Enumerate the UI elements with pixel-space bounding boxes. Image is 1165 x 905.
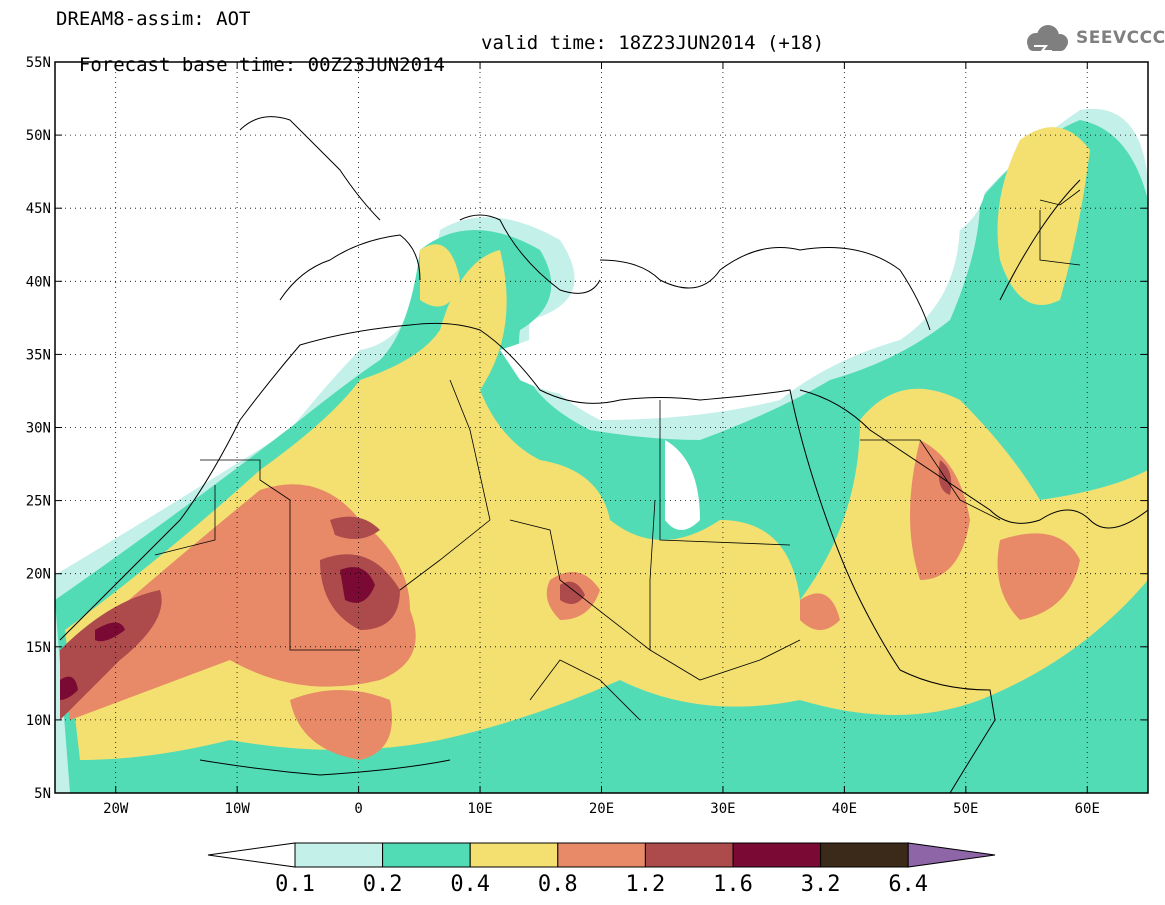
base-time: Forecast base time: 00Z23JUN2014 bbox=[78, 54, 445, 76]
lon-label: 30E bbox=[710, 801, 735, 817]
lon-label: 20W bbox=[103, 801, 129, 817]
colorbar-bin bbox=[557, 842, 646, 868]
lon-label: 40E bbox=[832, 801, 857, 817]
lat-label: 50N bbox=[26, 128, 51, 144]
lon-label: 0 bbox=[354, 801, 362, 817]
lat-label: 40N bbox=[26, 274, 51, 290]
colorbar-label: 1.6 bbox=[713, 872, 753, 897]
lat-label: 45N bbox=[26, 201, 51, 217]
colorbar-bin bbox=[382, 842, 471, 868]
lat-label: 20N bbox=[26, 567, 51, 583]
latitude-labels: 55N 50N 45N 40N 35N 30N 25N 20N 15N 10N 5N bbox=[26, 55, 51, 802]
aot-field bbox=[55, 73, 1148, 793]
lat-label: 5N bbox=[34, 786, 51, 802]
colorbar-bin bbox=[644, 842, 734, 868]
colorbar-high-arrow bbox=[907, 842, 996, 868]
cloud-icon bbox=[1027, 25, 1068, 52]
valid-time: valid time: 18Z23JUN2014 (+18) bbox=[481, 32, 825, 54]
longitude-labels: 20W 10W 0 10E 20E 30E 40E 50E 60E bbox=[103, 801, 1100, 817]
axis-ticks bbox=[55, 61, 1148, 794]
colorbar bbox=[207, 842, 996, 868]
lat-label: 35N bbox=[26, 347, 51, 363]
colorbar-label: 0.1 bbox=[275, 872, 315, 897]
lon-label: 60E bbox=[1075, 801, 1100, 817]
colorbar-label: 1.2 bbox=[625, 872, 666, 897]
colorbar-bin bbox=[469, 842, 559, 868]
lat-label: 30N bbox=[26, 421, 51, 437]
colorbar-low-arrow bbox=[207, 842, 296, 868]
lat-label: 10N bbox=[26, 713, 51, 729]
lon-label: 10W bbox=[225, 801, 251, 817]
lon-label: 20E bbox=[589, 801, 614, 817]
colorbar-bin bbox=[820, 842, 909, 868]
lat-label: 15N bbox=[26, 640, 51, 656]
colorbar-label: 0.8 bbox=[537, 872, 578, 897]
forecast-times: Forecast base time: 00Z23JUN2014 valid t… bbox=[56, 32, 824, 98]
map-title: DREAM8-assim: AOT bbox=[56, 8, 251, 30]
lon-label: 10E bbox=[467, 801, 492, 817]
lat-label: 55N bbox=[26, 55, 51, 71]
political-borders bbox=[154, 189, 1081, 721]
logo-text: SEEVCCC bbox=[1076, 28, 1165, 48]
lon-label: 50E bbox=[953, 801, 978, 817]
graticule bbox=[55, 62, 1148, 793]
colorbar-bin bbox=[294, 842, 384, 868]
colorbar-bin bbox=[732, 842, 822, 868]
seevccc-logo: SEEVCCC bbox=[1018, 24, 1165, 56]
colorbar-label: 6.4 bbox=[888, 872, 929, 897]
lat-label: 25N bbox=[26, 494, 51, 510]
colorbar-label: 0.4 bbox=[450, 872, 491, 897]
colorbar-label: 0.2 bbox=[362, 872, 403, 897]
colorbar-label: 3.2 bbox=[800, 872, 841, 897]
